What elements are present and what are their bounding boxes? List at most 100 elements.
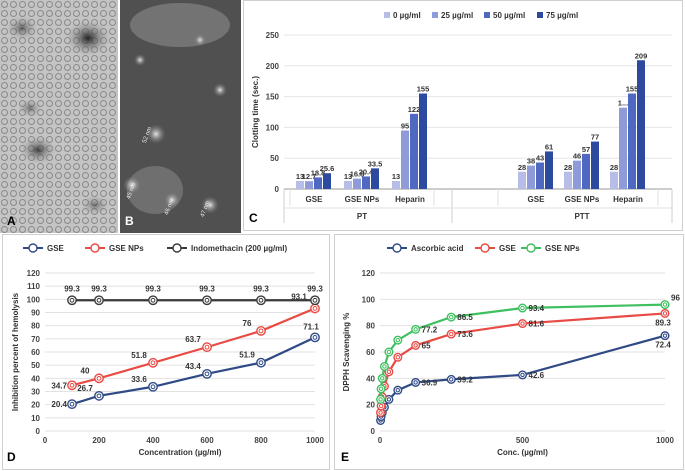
e-point-inner	[395, 337, 401, 343]
c-bar-50gml-2	[410, 113, 418, 189]
d-data-label: 33.6	[131, 375, 147, 384]
e-point-inner	[386, 369, 392, 374]
d-ytick-label: 120	[27, 269, 41, 278]
c-legend-label: 0 µg/ml	[393, 11, 421, 20]
d-point	[310, 303, 320, 314]
c-data-label: 46	[573, 152, 581, 161]
e-point-inner	[662, 302, 668, 307]
d-data-label: 63.7	[185, 335, 201, 344]
c-bar-0gml-5	[610, 171, 618, 189]
e-point-inner	[378, 403, 384, 409]
c-category-label: Heparin	[395, 195, 425, 204]
d-point-inner	[312, 334, 318, 340]
d-point	[67, 295, 77, 306]
d-data-label: 20.4	[51, 400, 67, 409]
e-data-label: 89.3	[655, 318, 671, 327]
c-data-label: 20.4	[359, 167, 374, 176]
e-point-inner	[395, 355, 401, 360]
c-bar-75gml-4	[591, 141, 599, 189]
c-data-label: 28	[518, 163, 526, 172]
d-data-label: 99.3	[91, 284, 107, 293]
e-data-label: 42.6	[529, 371, 545, 380]
e-point	[446, 312, 456, 322]
d-point-inner	[150, 384, 156, 390]
c-data-label: 28	[610, 163, 618, 172]
e-legend-label: Ascorbic acid	[411, 244, 464, 253]
c-category-label: GSE	[306, 195, 324, 204]
d-point-inner	[312, 297, 318, 303]
d-xlabel: Concentration (µg/ml)	[139, 448, 222, 457]
e-data-label: 77.2	[422, 325, 438, 334]
e-point	[411, 377, 421, 387]
c-data-label: 16.8	[350, 170, 365, 179]
e-point-inner	[662, 333, 668, 338]
c-ylabel: Clotting time (sec.)	[251, 76, 260, 148]
e-ytick-label: 60	[366, 348, 375, 357]
e-line-2	[379, 303, 666, 400]
c-data-label: 209	[635, 51, 648, 60]
d-point-inner	[204, 297, 210, 303]
d-point-inner	[150, 297, 156, 303]
c-data-label: 13	[392, 172, 400, 181]
d-data-label: 51.9	[239, 351, 255, 360]
panel-b-micrograph: 52 nm 45 nm 46 nm 47 nm B	[120, 0, 241, 233]
c-ytick-label: 100	[266, 123, 280, 132]
c-ytick-label: 250	[266, 31, 280, 40]
d-data-label: 99.3	[64, 284, 80, 293]
e-point	[393, 335, 403, 345]
e-ytick-label: 100	[362, 295, 376, 304]
e-point-inner	[662, 311, 668, 316]
d-data-label: 93.1	[291, 292, 307, 301]
c-ytick-label: 50	[270, 154, 279, 163]
d-point-inner	[312, 306, 318, 311]
d-ytick-label: 100	[27, 295, 41, 304]
e-point	[517, 319, 527, 329]
e-point	[411, 340, 421, 350]
e-point-inner	[413, 343, 418, 348]
e-point-inner	[413, 380, 418, 385]
d-point	[310, 295, 320, 306]
e-point	[393, 352, 403, 362]
c-bar-50gml-3	[536, 162, 544, 189]
d-point	[94, 373, 104, 384]
e-legend-marker	[392, 243, 402, 253]
d-ytick-label: 90	[31, 309, 40, 318]
chart-e-svg: 0 20 40 60 80 100 120 0 500 1000 Conc. (µg/ml) DPPH…	[342, 243, 680, 457]
e-data-label: 93.4	[529, 304, 545, 313]
e-point-inner	[449, 314, 454, 320]
e-point	[393, 385, 403, 395]
c-legend-swatch	[384, 12, 390, 18]
panel-c-label: C	[249, 211, 258, 225]
c-bar-50gml-0	[314, 177, 322, 189]
c-data-label: 13	[344, 172, 352, 181]
d-legend-marker	[90, 243, 100, 253]
panel-b-label: B	[125, 214, 134, 228]
c-data-label: 57	[582, 145, 590, 154]
d-data-label: 34.7	[51, 381, 67, 390]
e-point	[446, 329, 456, 339]
d-point	[94, 390, 104, 401]
c-data-label: 28	[564, 163, 572, 172]
d-xtick-label: 600	[200, 436, 214, 445]
e-point-inner	[382, 364, 387, 369]
e-point	[379, 361, 389, 371]
c-ytick-label: 200	[266, 62, 280, 71]
c-data-label: 13	[296, 172, 304, 181]
d-point-inner	[204, 371, 210, 377]
d-xtick-label: 400	[146, 436, 160, 445]
d-point-inner	[150, 360, 156, 366]
d-data-label: 51.8	[131, 351, 147, 360]
e-legend-label: GSE	[499, 244, 517, 253]
c-data-label: 155	[626, 85, 639, 94]
d-data-label: 99.3	[199, 284, 215, 293]
e-point	[411, 324, 421, 334]
d-ytick-label: 40	[31, 374, 40, 383]
e-legend-marker	[480, 243, 490, 253]
d-point-inner	[204, 344, 210, 350]
e-point-inner	[449, 377, 454, 382]
e-point-inner	[395, 387, 401, 393]
d-point-inner	[69, 401, 75, 407]
e-legend-label: GSE NPs	[545, 244, 580, 253]
panel-a-label: A	[7, 214, 16, 228]
panel-e-chart: 0 20 40 60 80 100 120 0 500 1000 Conc. (µg/ml) DPPH…	[334, 234, 684, 470]
